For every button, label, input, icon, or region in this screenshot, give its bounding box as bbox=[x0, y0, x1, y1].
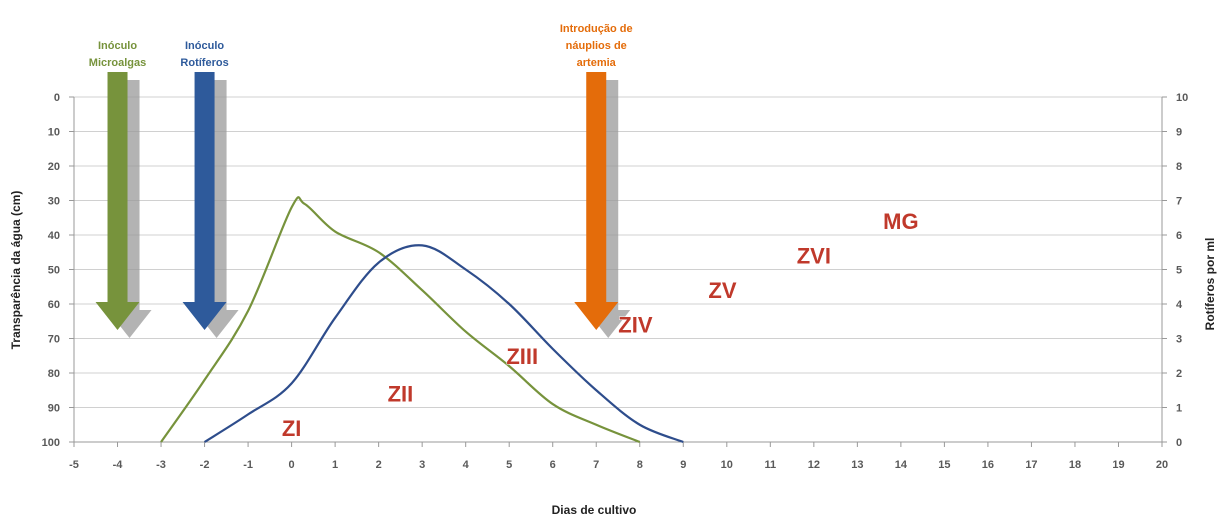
x-tick-label: 11 bbox=[764, 459, 776, 471]
x-tick-label: 17 bbox=[1025, 459, 1037, 471]
transparency-series-line bbox=[160, 196, 641, 444]
x-tick-label: -5 bbox=[69, 459, 79, 471]
down-arrow-icon bbox=[182, 72, 227, 330]
arrow-shadow bbox=[194, 80, 239, 338]
arrow-3: Introdução de náuplios de artemia bbox=[560, 23, 633, 338]
right-y-tick-label: 0 bbox=[1176, 437, 1182, 449]
arrows: Inóculo Microalgas Inóculo Rotíferos Introdu… bbox=[89, 23, 633, 338]
left-y-tick-label: 20 bbox=[48, 161, 60, 173]
arrow-label: Inóculo bbox=[185, 40, 224, 52]
x-tick-label: 5 bbox=[506, 459, 512, 471]
stage-annotations: ZI ZII ZIII ZIV ZV ZVI MG bbox=[281, 209, 919, 442]
x-tick-labels: -5 -4 -3 -2 -1 0 1 2 3 4 5 6 7 8 9 10 11 12 13 14 15 16 17 18 19… bbox=[69, 459, 1168, 471]
x-tick-label: -4 bbox=[113, 459, 124, 471]
arrow-shadow bbox=[586, 80, 631, 338]
stage-label: ZIV bbox=[618, 313, 653, 338]
x-tick-label: -2 bbox=[200, 459, 210, 471]
x-axis-title: Dias de cultivo bbox=[552, 503, 637, 517]
right-y-tick-label: 2 bbox=[1176, 368, 1182, 380]
x-tick-label: 7 bbox=[593, 459, 599, 471]
left-y-tick-label: 50 bbox=[48, 265, 60, 277]
left-y-tick-label: 60 bbox=[48, 299, 60, 311]
left-y-tick-label: 70 bbox=[48, 334, 60, 346]
stage-label: MG bbox=[883, 209, 918, 234]
right-y-tick-label: 3 bbox=[1176, 334, 1182, 346]
x-tick-label: 19 bbox=[1112, 459, 1124, 471]
left-y-axis-title: Transparência da água (cm) bbox=[9, 191, 23, 350]
right-y-tick-label: 10 bbox=[1176, 92, 1188, 104]
left-y-tick-label: 30 bbox=[48, 196, 60, 208]
x-tick-label: 16 bbox=[982, 459, 994, 471]
x-tick-label: 4 bbox=[463, 459, 470, 471]
arrow-label: Microalgas bbox=[89, 57, 146, 69]
left-y-tick-label: 0 bbox=[54, 92, 60, 104]
right-y-tick-labels: 0 1 2 3 4 5 6 7 8 9 10 bbox=[1176, 92, 1188, 449]
x-tick-label: -1 bbox=[243, 459, 253, 471]
arrow-1: Inóculo Microalgas bbox=[89, 40, 152, 338]
right-y-tick-label: 6 bbox=[1176, 230, 1182, 242]
stage-label: ZIII bbox=[506, 344, 538, 369]
down-arrow-icon bbox=[574, 72, 619, 330]
stage-label: ZI bbox=[282, 416, 302, 441]
right-y-axis-title: Rotíferos por ml bbox=[1203, 238, 1217, 331]
left-y-tick-label: 10 bbox=[48, 127, 60, 139]
arrow-shadow bbox=[107, 80, 152, 338]
axes bbox=[69, 96, 1167, 447]
right-y-tick-label: 9 bbox=[1176, 127, 1182, 139]
stage-label: ZVI bbox=[797, 244, 831, 269]
x-tick-label: 15 bbox=[938, 459, 950, 471]
left-y-tick-label: 80 bbox=[48, 368, 60, 380]
arrow-label: Introdução de bbox=[560, 23, 633, 35]
arrow-label: Inóculo bbox=[98, 40, 137, 52]
down-arrow-icon bbox=[95, 72, 140, 330]
arrow-label: artemia bbox=[577, 57, 617, 69]
stage-label: ZII bbox=[388, 382, 414, 407]
stage-label: ZV bbox=[708, 278, 736, 303]
x-tick-label: 6 bbox=[550, 459, 556, 471]
right-y-tick-label: 1 bbox=[1176, 403, 1182, 415]
left-y-tick-label: 90 bbox=[48, 403, 60, 415]
x-tick-label: 18 bbox=[1069, 459, 1081, 471]
x-tick-label: 13 bbox=[851, 459, 863, 471]
right-y-tick-label: 8 bbox=[1176, 161, 1182, 173]
x-tick-label: -3 bbox=[156, 459, 166, 471]
arrow-label: náuplios de bbox=[566, 40, 627, 52]
x-tick-label: 10 bbox=[721, 459, 733, 471]
x-tick-label: 20 bbox=[1156, 459, 1168, 471]
left-y-tick-label: 100 bbox=[42, 437, 60, 449]
x-tick-label: 3 bbox=[419, 459, 425, 471]
arrow-2: Inóculo Rotíferos bbox=[180, 40, 239, 338]
arrow-label: Rotíferos bbox=[180, 57, 228, 69]
left-y-tick-label: 40 bbox=[48, 230, 60, 242]
rotifers-series-line bbox=[203, 244, 684, 444]
x-tick-label: 9 bbox=[680, 459, 686, 471]
x-tick-label: 0 bbox=[289, 459, 295, 471]
x-tick-label: 12 bbox=[808, 459, 820, 471]
x-tick-label: 8 bbox=[637, 459, 643, 471]
right-y-tick-label: 4 bbox=[1176, 299, 1183, 311]
right-y-tick-label: 5 bbox=[1176, 265, 1182, 277]
left-y-tick-labels: 0 10 20 30 40 50 60 70 80 90 100 bbox=[42, 92, 60, 449]
x-tick-label: 14 bbox=[895, 459, 908, 471]
x-tick-label: 2 bbox=[376, 459, 382, 471]
right-y-tick-label: 7 bbox=[1176, 196, 1182, 208]
series-lines bbox=[160, 196, 684, 444]
x-tick-label: 1 bbox=[332, 459, 338, 471]
